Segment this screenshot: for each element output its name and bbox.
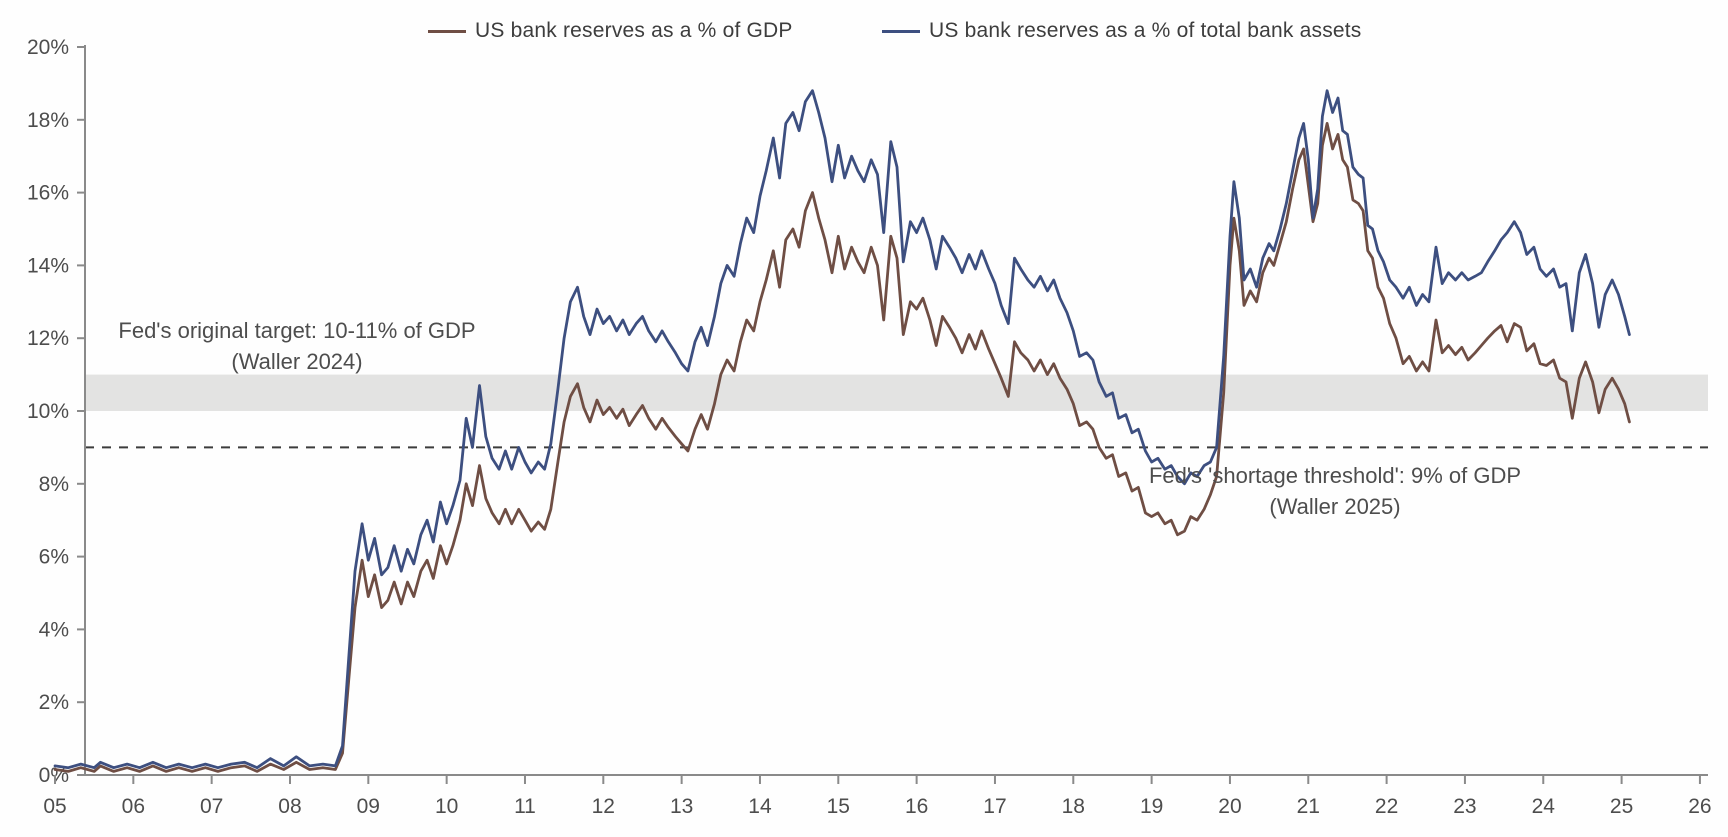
x-tick-label: 09 [357,795,380,818]
x-tick-label: 20 [1218,795,1241,818]
x-tick-label: 05 [43,795,66,818]
target-annotation: Fed's original target: 10-11% of GDP (Wa… [62,315,532,377]
x-tick-label: 07 [200,795,223,818]
y-tick-label: 2% [39,691,69,714]
legend-item-gdp: US bank reserves as a % of GDP [428,16,793,46]
legend-label-gdp: US bank reserves as a % of GDP [475,19,793,42]
y-tick-label: 14% [27,254,69,277]
x-tick-label: 24 [1532,795,1556,818]
target-annotation-line2: (Waller 2024) [231,349,363,374]
y-tick-label: 8% [39,473,69,496]
y-tick-label: 12% [27,327,69,350]
legend-line-assets-icon [882,29,920,33]
chart-legend: US bank reserves as a % of GDP US bank r… [0,16,1728,46]
series-line-assets [53,89,1631,770]
y-tick-label: 6% [39,546,69,569]
x-tick-label: 18 [1062,795,1085,818]
y-tick-label: 16% [27,182,69,205]
legend-line-gdp-icon [428,29,466,33]
x-tick-label: 25 [1610,795,1633,818]
threshold-annotation: Fed's 'shortage threshold': 9% of GDP (W… [1070,460,1600,522]
x-tick-label: 14 [748,795,772,818]
x-tick-label: 06 [122,795,145,818]
target-band [85,374,1708,411]
x-tick-label: 17 [983,795,1006,818]
x-tick-label: 08 [278,795,301,818]
x-tick-label: 19 [1140,795,1163,818]
x-tick-label: 12 [592,795,615,818]
target-annotation-line1: Fed's original target: 10-11% of GDP [118,318,476,343]
y-tick-label: 20% [27,36,69,59]
y-tick-label: 4% [39,618,69,641]
y-tick-label: 18% [27,109,69,132]
series-line-gdp [53,122,1631,773]
x-tick-label: 26 [1688,795,1711,818]
legend-label-assets: US bank reserves as a % of total bank as… [929,19,1362,42]
threshold-annotation-line2: (Waller 2025) [1269,494,1401,519]
x-tick-label: 16 [905,795,928,818]
x-tick-label: 10 [435,795,458,818]
x-tick-label: 13 [670,795,693,818]
x-tick-label: 21 [1297,795,1320,818]
y-tick-label: 10% [27,400,69,423]
x-tick-label: 23 [1453,795,1476,818]
x-tick-label: 22 [1375,795,1398,818]
threshold-annotation-line1: Fed's 'shortage threshold': 9% of GDP [1148,463,1522,488]
legend-item-assets: US bank reserves as a % of total bank as… [882,16,1362,46]
x-tick-label: 11 [514,795,536,818]
x-tick-label: 15 [827,795,850,818]
